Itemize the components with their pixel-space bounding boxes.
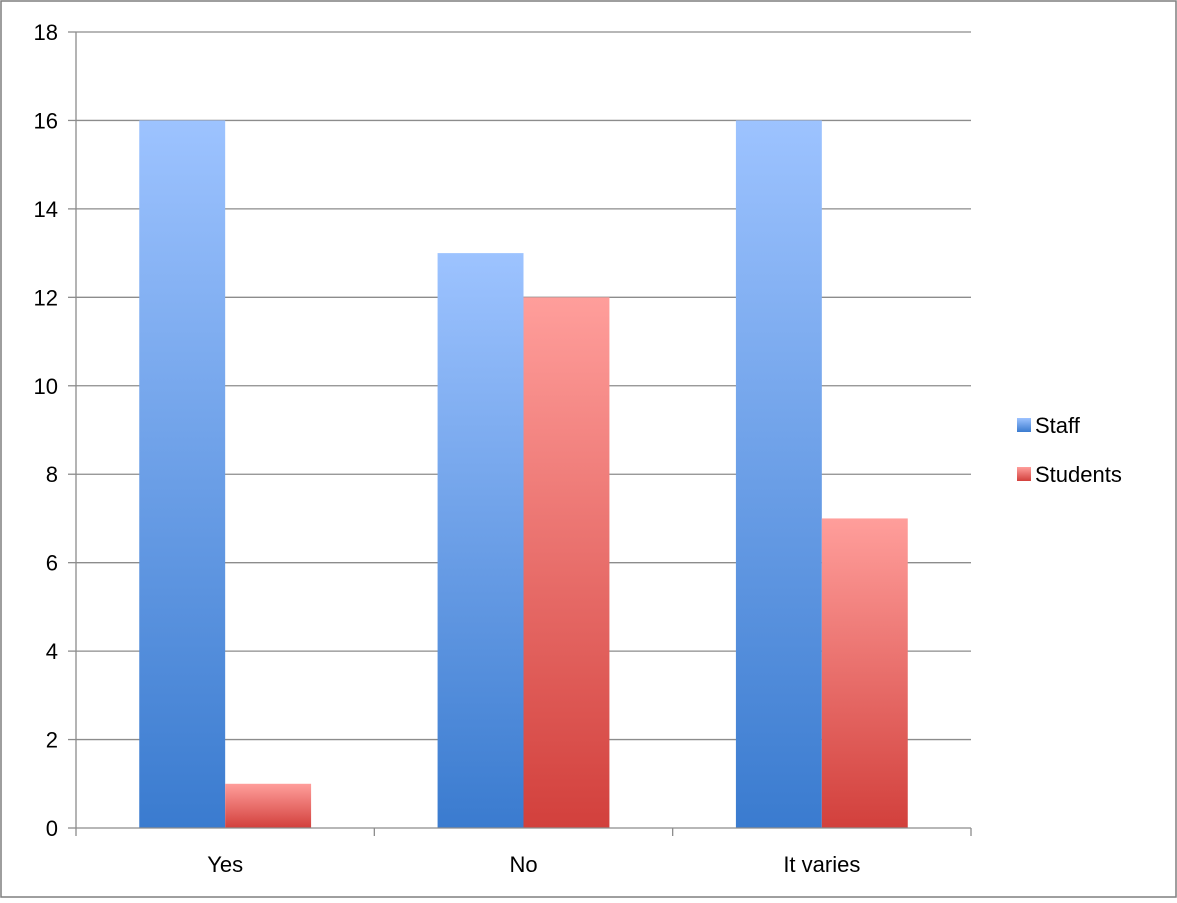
- bar-students-yes: [225, 783, 312, 828]
- bar-staff-it-varies: [735, 120, 822, 828]
- x-tick-label: It varies: [783, 852, 860, 877]
- y-tick-label: 0: [46, 816, 58, 841]
- y-tick-label: 16: [34, 108, 58, 133]
- legend-label: Staff: [1035, 413, 1081, 438]
- y-tick-label: 4: [46, 639, 58, 664]
- legend: Staff Students: [1017, 413, 1122, 487]
- legend-label: Students: [1035, 462, 1122, 487]
- y-tick-label: 8: [46, 462, 58, 487]
- legend-item-staff: Staff: [1017, 413, 1081, 438]
- legend-swatch: [1017, 418, 1031, 432]
- bar-staff-yes: [139, 120, 226, 828]
- legend-item-students: Students: [1017, 462, 1122, 487]
- y-tick-label: 10: [34, 374, 58, 399]
- legend-swatch: [1017, 467, 1031, 481]
- bar-staff-no: [437, 253, 524, 829]
- y-tick-label: 6: [46, 551, 58, 576]
- axes: [68, 31, 972, 836]
- y-tick-label: 2: [46, 728, 58, 753]
- x-tick-labels: Yes No It varies: [207, 852, 860, 877]
- y-tick-label: 14: [34, 197, 58, 222]
- y-tick-label: 12: [34, 285, 58, 310]
- x-tick-label: No: [509, 852, 537, 877]
- y-tick-labels: 0 2 4 6 8 10 12 14 16 18: [34, 20, 58, 841]
- bar-students-no: [523, 297, 610, 828]
- y-tick-label: 18: [34, 20, 58, 45]
- x-tick-label: Yes: [207, 852, 243, 877]
- bar-students-it-varies: [821, 518, 908, 828]
- bars: [139, 120, 908, 829]
